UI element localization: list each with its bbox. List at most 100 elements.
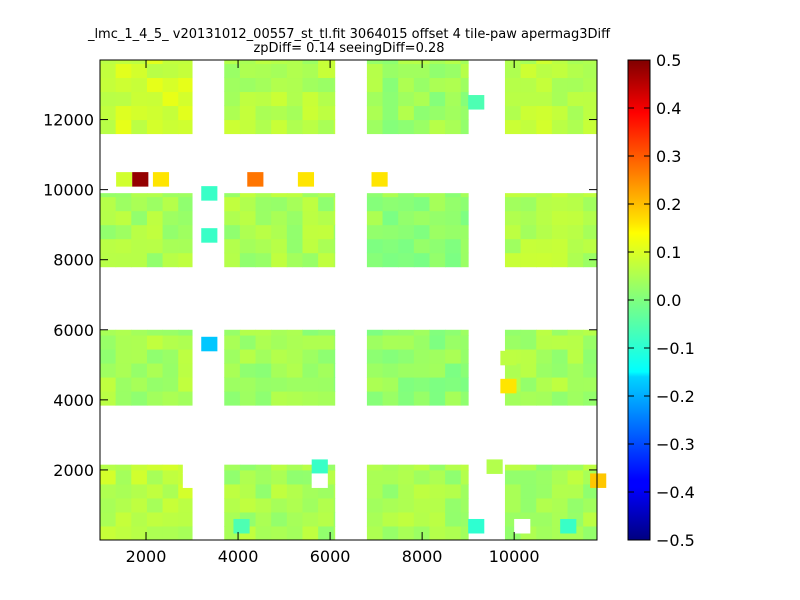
heatmap-cell — [520, 91, 537, 107]
heatmap-cell — [583, 105, 598, 121]
heatmap-cell — [224, 497, 241, 513]
heatmap-cell — [382, 210, 399, 226]
heatmap-cell — [551, 119, 569, 135]
heatmap-cell — [567, 77, 584, 93]
heatmap-cell — [398, 105, 415, 121]
heatmap-cell — [302, 363, 319, 378]
heatmap-cell — [239, 77, 257, 93]
heatmap-cell — [100, 193, 117, 198]
y-axis: 2000 4000 6000 8000 10000 12000 — [43, 111, 597, 480]
heatmap-cell — [551, 91, 569, 107]
heatmap-cell — [239, 377, 257, 392]
heatmap-cell — [398, 63, 415, 79]
heatmap-cell — [413, 335, 430, 350]
heatmap-cell — [146, 511, 164, 527]
heatmap-cell — [115, 363, 132, 378]
outlier-cell — [132, 172, 149, 187]
heatmap-cell — [398, 497, 415, 513]
heatmap-cell — [429, 224, 446, 240]
heatmap-cell — [366, 391, 384, 406]
heatmap-cell — [536, 464, 553, 471]
heatmap-cell — [131, 391, 148, 406]
heatmap-cell — [551, 210, 569, 226]
heatmap-cell — [398, 329, 415, 336]
heatmap-cell — [100, 196, 117, 212]
heatmap-cell — [131, 497, 148, 513]
heatmap-cell — [178, 329, 193, 336]
heatmap-cell — [583, 391, 598, 406]
heatmap-cell — [131, 252, 148, 268]
heatmap-cell — [398, 193, 415, 198]
heatmap-cell — [583, 77, 598, 93]
heatmap-cell — [567, 483, 584, 499]
outlier-cell — [371, 172, 388, 187]
heatmap-cell — [536, 105, 553, 121]
heatmap-cell — [551, 329, 569, 336]
heatmap-cell — [333, 525, 336, 541]
heatmap-cell — [271, 391, 288, 406]
heatmap-cell — [115, 210, 132, 226]
heatmap-cell — [429, 238, 446, 254]
heatmap-cell — [178, 377, 193, 392]
heatmap-cell — [567, 224, 584, 240]
heatmap-cell — [302, 329, 319, 336]
heatmap-cell — [255, 329, 272, 336]
heatmap-cell — [429, 483, 446, 499]
heatmap-cell — [239, 469, 257, 485]
heatmap-cell — [178, 224, 193, 240]
heatmap-cell — [255, 483, 272, 499]
heatmap-cell — [504, 469, 522, 485]
heatmap-cell — [382, 377, 399, 392]
heatmap-cell — [100, 511, 117, 527]
heatmap-cell — [131, 224, 148, 240]
heatmap-cell — [224, 91, 241, 107]
heatmap-cell — [318, 105, 335, 121]
heatmap-cell — [100, 469, 117, 485]
heatmap-cell — [255, 105, 272, 121]
outlier-cell — [560, 518, 577, 534]
heatmap-cell — [239, 238, 257, 254]
heatmap-cell — [224, 238, 241, 254]
heatmap-cell — [286, 63, 303, 79]
heatmap-cell — [146, 525, 164, 541]
heatmap-cell — [131, 363, 148, 378]
heatmap-cell — [131, 335, 148, 350]
heatmap-cell — [100, 119, 117, 135]
heatmap-cell — [333, 63, 336, 79]
heatmap-cell — [333, 497, 336, 513]
heatmap-cell — [224, 105, 241, 121]
heatmap-cell — [255, 497, 272, 513]
heatmap-cell — [162, 377, 179, 392]
heatmap-cell — [567, 329, 584, 336]
heatmap-cell — [318, 77, 335, 93]
heatmap-cell — [162, 77, 179, 93]
colorbar-tick-label: 0.0 — [656, 291, 681, 310]
heatmap-cell — [100, 525, 117, 541]
heatmap-cell — [551, 77, 569, 93]
heatmap-cell — [100, 329, 117, 336]
heatmap-cell — [224, 329, 241, 336]
heatmap-cell — [100, 238, 117, 254]
heatmap-cell — [583, 63, 598, 79]
heatmap-cell — [460, 483, 469, 499]
heatmap-cell — [398, 60, 415, 65]
heatmap-cell — [162, 349, 179, 364]
heatmap-cell — [460, 119, 469, 135]
heatmap-cell — [460, 224, 469, 240]
heatmap-cell — [398, 525, 415, 541]
heatmap-cell — [318, 497, 335, 513]
heatmap-cell — [162, 63, 179, 79]
heatmap-cell — [239, 224, 257, 240]
x-tick-label: 4000 — [218, 547, 259, 566]
heatmap-cell — [583, 363, 598, 378]
heatmap-cell — [567, 60, 584, 65]
heatmap-cell — [131, 349, 148, 364]
heatmap-cell — [271, 497, 288, 513]
heatmap-cell — [131, 511, 148, 527]
heatmap-cell — [445, 377, 462, 392]
heatmap-cell — [366, 377, 384, 392]
outlier-cell — [590, 473, 607, 488]
heatmap-cell — [567, 63, 584, 79]
heatmap-cell — [178, 77, 193, 93]
